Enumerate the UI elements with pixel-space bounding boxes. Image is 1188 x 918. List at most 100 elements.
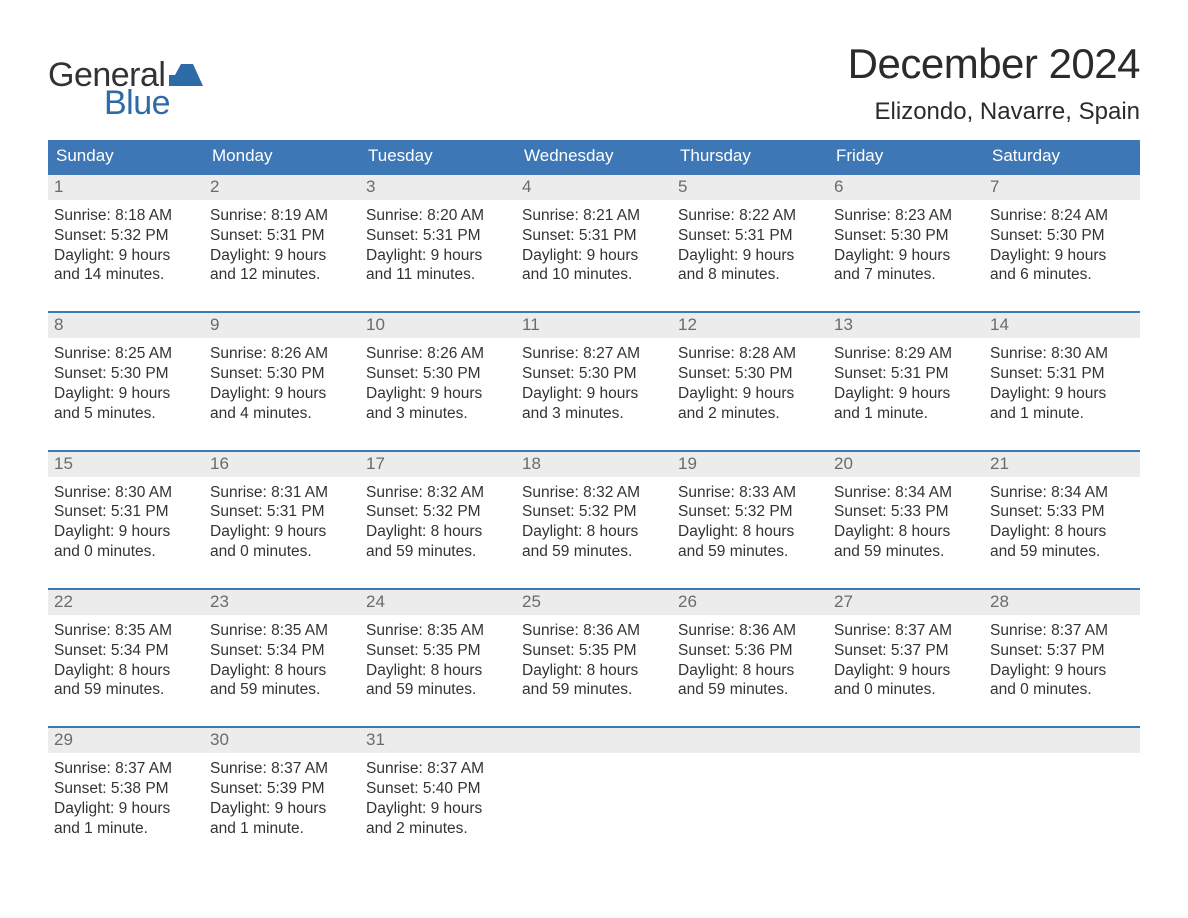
calendar-week: 15161718192021 Sunrise: 8:30 AM Sunset: 5:… (48, 450, 1140, 562)
daylight-line: Daylight: 9 hours and 12 minutes. (210, 246, 354, 286)
day-number: 4 (516, 175, 672, 200)
day-number: 20 (828, 452, 984, 477)
daylight-line: Daylight: 8 hours and 59 minutes. (366, 661, 510, 701)
daylight-line: Daylight: 9 hours and 11 minutes. (366, 246, 510, 286)
sunset-line: Sunset: 5:31 PM (366, 226, 510, 246)
page-title: December 2024 (848, 40, 1140, 88)
daylight-line: Daylight: 9 hours and 2 minutes. (678, 384, 822, 424)
sunset-line: Sunset: 5:38 PM (54, 779, 198, 799)
day-cell: Sunrise: 8:37 AMSunset: 5:37 PMDaylight:… (984, 615, 1140, 700)
day-cell: Sunrise: 8:36 AMSunset: 5:36 PMDaylight:… (672, 615, 828, 700)
day-number: 8 (48, 313, 204, 338)
sunrise-line: Sunrise: 8:32 AM (366, 483, 510, 503)
sunrise-line: Sunrise: 8:21 AM (522, 206, 666, 226)
sunset-line: Sunset: 5:31 PM (210, 502, 354, 522)
daylight-line: Daylight: 8 hours and 59 minutes. (522, 522, 666, 562)
day-number-row: 15161718192021 (48, 452, 1140, 477)
sunrise-line: Sunrise: 8:36 AM (522, 621, 666, 641)
day-cell: Sunrise: 8:18 AMSunset: 5:32 PMDaylight:… (48, 200, 204, 285)
sunset-line: Sunset: 5:37 PM (834, 641, 978, 661)
sunset-line: Sunset: 5:40 PM (366, 779, 510, 799)
calendar-week: 891011121314 Sunrise: 8:25 AMSunset: 5:30… (48, 311, 1140, 423)
daylight-line: Daylight: 8 hours and 59 minutes. (210, 661, 354, 701)
daylight-line: Daylight: 9 hours and 3 minutes. (522, 384, 666, 424)
day-number (516, 728, 672, 753)
day-number (984, 728, 1140, 753)
day-number: 28 (984, 590, 1140, 615)
sunset-line: Sunset: 5:39 PM (210, 779, 354, 799)
day-number: 16 (204, 452, 360, 477)
day-number: 2 (204, 175, 360, 200)
dow-cell: Monday (204, 140, 360, 173)
sunset-line: Sunset: 5:31 PM (678, 226, 822, 246)
sunrise-line: Sunrise: 8:20 AM (366, 206, 510, 226)
dow-cell: Tuesday (360, 140, 516, 173)
day-number: 23 (204, 590, 360, 615)
daylight-line: Daylight: 9 hours and 8 minutes. (678, 246, 822, 286)
sunrise-line: Sunrise: 8:30 AM (54, 483, 198, 503)
sunrise-line: Sunrise: 8:37 AM (834, 621, 978, 641)
day-number: 25 (516, 590, 672, 615)
day-number: 24 (360, 590, 516, 615)
sunrise-line: Sunrise: 8:37 AM (54, 759, 198, 779)
day-cell (672, 753, 828, 838)
day-cell: Sunrise: 8:24 AMSunset: 5:30 PMDaylight:… (984, 200, 1140, 285)
day-cell (828, 753, 984, 838)
day-cell: Sunrise: 8:32 AMSunset: 5:32 PMDaylight:… (516, 477, 672, 562)
day-cell: Sunrise: 8:23 AMSunset: 5:30 PMDaylight:… (828, 200, 984, 285)
daylight-line: Daylight: 8 hours and 59 minutes. (678, 661, 822, 701)
day-cell: Sunrise: 8:22 AMSunset: 5:31 PMDaylight:… (672, 200, 828, 285)
calendar-week: 22232425262728Sunrise: 8:35 AMSunset: 5:… (48, 588, 1140, 700)
daylight-line: Daylight: 9 hours and 0 minutes. (54, 522, 198, 562)
day-number: 19 (672, 452, 828, 477)
daylight-line: Daylight: 8 hours and 59 minutes. (678, 522, 822, 562)
daylight-line: Daylight: 8 hours and 59 minutes. (54, 661, 198, 701)
day-number-row: 293031 (48, 728, 1140, 753)
day-number: 11 (516, 313, 672, 338)
daylight-line: Daylight: 9 hours and 1 minute. (210, 799, 354, 839)
sunset-line: Sunset: 5:31 PM (210, 226, 354, 246)
day-number-row: 891011121314 (48, 313, 1140, 338)
daylight-line: Daylight: 8 hours and 59 minutes. (522, 661, 666, 701)
daylight-line: Daylight: 9 hours and 0 minutes. (990, 661, 1134, 701)
sunrise-line: Sunrise: 8:28 AM (678, 344, 822, 364)
sunrise-line: Sunrise: 8:25 AM (54, 344, 198, 364)
day-number: 21 (984, 452, 1140, 477)
day-cell: Sunrise: 8:34 AMSunset: 5:33 PMDaylight:… (828, 477, 984, 562)
sunset-line: Sunset: 5:32 PM (366, 502, 510, 522)
day-number: 31 (360, 728, 516, 753)
day-number-row: 22232425262728 (48, 590, 1140, 615)
day-cell: Sunrise: 8:37 AMSunset: 5:39 PMDaylight:… (204, 753, 360, 838)
day-number: 29 (48, 728, 204, 753)
sunrise-line: Sunrise: 8:26 AM (210, 344, 354, 364)
sunrise-line: Sunrise: 8:37 AM (210, 759, 354, 779)
day-number: 18 (516, 452, 672, 477)
sunrise-line: Sunrise: 8:35 AM (366, 621, 510, 641)
sunset-line: Sunset: 5:30 PM (54, 364, 198, 384)
sunset-line: Sunset: 5:35 PM (366, 641, 510, 661)
day-cell: Sunrise: 8:20 AMSunset: 5:31 PMDaylight:… (360, 200, 516, 285)
daylight-line: Daylight: 9 hours and 1 minute. (990, 384, 1134, 424)
brand-logo: General Blue (48, 40, 203, 120)
daylight-line: Daylight: 9 hours and 1 minute. (834, 384, 978, 424)
daylight-line: Daylight: 8 hours and 59 minutes. (834, 522, 978, 562)
day-number: 9 (204, 313, 360, 338)
day-number: 27 (828, 590, 984, 615)
daylight-line: Daylight: 9 hours and 0 minutes. (834, 661, 978, 701)
daylight-line: Daylight: 9 hours and 14 minutes. (54, 246, 198, 286)
location-subtitle: Elizondo, Navarre, Spain (848, 98, 1140, 126)
day-cell: Sunrise: 8:29 AMSunset: 5:31 PMDaylight:… (828, 338, 984, 423)
day-cell: Sunrise: 8:37 AMSunset: 5:37 PMDaylight:… (828, 615, 984, 700)
day-number: 3 (360, 175, 516, 200)
day-number: 7 (984, 175, 1140, 200)
sunrise-line: Sunrise: 8:27 AM (522, 344, 666, 364)
day-cell: Sunrise: 8:27 AMSunset: 5:30 PMDaylight:… (516, 338, 672, 423)
sunrise-line: Sunrise: 8:31 AM (210, 483, 354, 503)
day-number: 13 (828, 313, 984, 338)
day-cell: Sunrise: 8:32 AMSunset: 5:32 PMDaylight:… (360, 477, 516, 562)
dow-cell: Thursday (672, 140, 828, 173)
sunset-line: Sunset: 5:34 PM (54, 641, 198, 661)
day-number-row: 1234567 (48, 175, 1140, 200)
day-cell: Sunrise: 8:30 AMSunset: 5:31 PMDaylight:… (984, 338, 1140, 423)
sunrise-line: Sunrise: 8:18 AM (54, 206, 198, 226)
